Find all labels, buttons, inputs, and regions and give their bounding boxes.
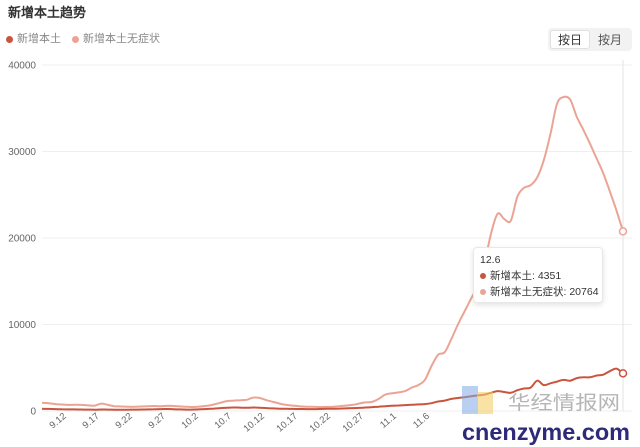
tooltip-series-value: 20764 (569, 286, 599, 298)
tooltip-dot-icon (480, 289, 486, 295)
watermark-logo-blue (462, 386, 478, 414)
series-line-0 (41, 367, 624, 411)
legend-label: 新增本土无症状 (83, 33, 160, 45)
watermark-domain: cnenzyme.com (462, 419, 630, 445)
series-line-1 (41, 95, 624, 409)
y-tick-label: 30000 (8, 147, 36, 158)
hover-markers (618, 227, 628, 378)
x-tick-label: 9.22 (114, 411, 135, 431)
y-tick-label: 20000 (8, 234, 36, 245)
legend-item-asymptomatic[interactable]: 新增本土无症状 (72, 31, 160, 47)
y-axis-labels: 0 10000 20000 30000 40000 (8, 61, 36, 418)
x-tick-label: 10.7 (213, 411, 234, 431)
tooltip-series-name: 新增本土 (490, 268, 538, 284)
chart-tooltip: 12.6 新增本土 4351 新增本土无症状 20764 (473, 247, 603, 303)
chart-title: 新增本土趋势 (8, 5, 87, 20)
granularity-toggle: 按日 按月 (548, 28, 632, 51)
x-tick-label: 10.27 (341, 411, 366, 435)
x-tick-label: 10.12 (242, 411, 267, 435)
hover-marker-0 (618, 369, 628, 378)
x-tick-label: 10.2 (180, 411, 201, 431)
tooltip-series-value: 4351 (537, 270, 562, 282)
by-month-button[interactable]: 按月 (590, 30, 630, 49)
y-tick-label: 10000 (8, 320, 36, 331)
legend-item-local-cases[interactable]: 新增本土 (6, 31, 61, 47)
tooltip-series-name: 新增本土无症状 (490, 284, 569, 300)
hover-marker-1 (618, 227, 628, 236)
chart-legend: 新增本土 新增本土无症状 (6, 31, 171, 47)
tooltip-row: 新增本土 4351 (480, 268, 596, 284)
x-tick-label: 10.17 (275, 411, 300, 435)
x-tick-label: 11.1 (378, 411, 399, 431)
x-tick-label: 9.12 (47, 411, 68, 431)
x-tick-label: 9.27 (147, 411, 168, 431)
legend-dot-icon (72, 35, 79, 43)
y-tick-label: 40000 (8, 61, 36, 72)
tooltip-row: 新增本土无症状 20764 (480, 284, 599, 300)
legend-label: 新增本土 (17, 33, 61, 45)
x-tick-label: 10.22 (308, 411, 333, 435)
y-gridlines (42, 64, 632, 412)
watermark-logo-yellow (477, 392, 493, 414)
tooltip-dot-icon (480, 273, 486, 279)
watermark-site-name: 华经情报网 (508, 392, 620, 414)
legend-dot-icon (6, 35, 13, 43)
tooltip-date: 12.6 (480, 254, 501, 266)
x-axis-labels: 9.12 9.17 9.22 9.27 10.2 10.7 10.12 10.17 10.22 1… (47, 411, 431, 435)
series-lines (41, 95, 624, 411)
y-tick-label: 0 (30, 407, 36, 418)
x-tick-label: 11.6 (411, 411, 432, 431)
by-day-button[interactable]: 按日 (550, 30, 590, 49)
x-tick-label: 9.17 (81, 411, 102, 431)
watermark: 华经情报网 cnenzyme.com (461, 386, 631, 446)
